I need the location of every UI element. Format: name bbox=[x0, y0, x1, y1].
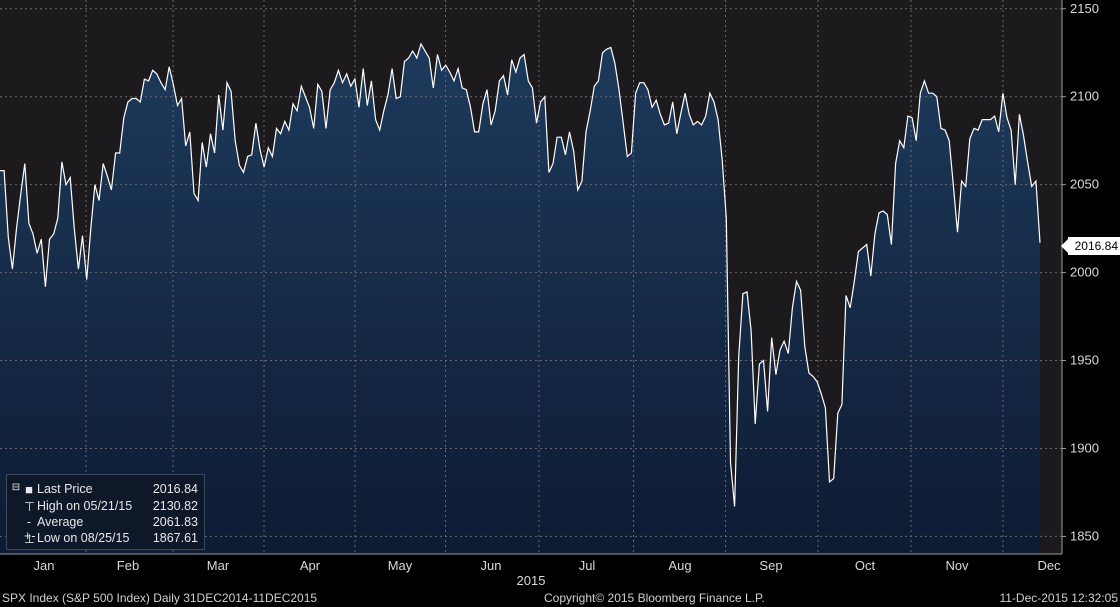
x-tick-label: Oct bbox=[855, 558, 876, 573]
x-tick-label: Jun bbox=[481, 558, 502, 573]
footer-instrument-info: SPX Index (S&P 500 Index) Daily 31DEC201… bbox=[2, 591, 318, 605]
average-marker-icon: -+- bbox=[24, 515, 36, 543]
x-tick-label: Feb bbox=[117, 558, 139, 573]
collapse-icon[interactable]: ⊟ bbox=[11, 482, 21, 493]
x-tick-label: Apr bbox=[300, 558, 321, 573]
low-marker-icon: ⊥ bbox=[24, 532, 35, 546]
footer-timestamp: 11-Dec-2015 12:32:05 bbox=[999, 591, 1118, 605]
y-tick-label: 1900 bbox=[1070, 440, 1099, 455]
y-tick-label: 2050 bbox=[1070, 177, 1099, 192]
y-tick-label: 1850 bbox=[1070, 528, 1099, 543]
y-tick-label: 2150 bbox=[1070, 1, 1099, 16]
legend-value: 2061.83 bbox=[152, 515, 198, 529]
footer-bar: SPX Index (S&P 500 Index) Daily 31DEC201… bbox=[0, 589, 1120, 607]
y-tick-label: 2000 bbox=[1070, 265, 1099, 280]
legend-label: Low on 08/25/15 bbox=[37, 531, 130, 545]
legend-row-high: ⊤ High on 05/21/15 2130.82 bbox=[7, 499, 204, 515]
x-tick-label: Sep bbox=[759, 558, 782, 573]
footer-copyright: Copyright© 2015 Bloomberg Finance L.P. bbox=[544, 591, 765, 605]
x-tick-label: Aug bbox=[668, 558, 691, 573]
x-tick-label: Jul bbox=[579, 558, 596, 573]
high-marker-icon: ⊤ bbox=[24, 500, 35, 514]
x-tick-label: Nov bbox=[945, 558, 969, 573]
legend-value: 2130.82 bbox=[152, 499, 198, 513]
y-tick-label: 1950 bbox=[1070, 353, 1099, 368]
x-axis-year-label: 2015 bbox=[517, 573, 546, 588]
legend-label: Average bbox=[37, 515, 84, 529]
legend-row-last-price: ⊟ ■ Last Price 2016.84 bbox=[7, 482, 204, 498]
chart-legend[interactable]: ⊟ ■ Last Price 2016.84 ⊤ High on 05/21/1… bbox=[6, 474, 205, 550]
legend-value: 2016.84 bbox=[152, 482, 198, 496]
series-line bbox=[0, 42, 1041, 507]
x-tick-label: Mar bbox=[207, 558, 230, 573]
last-price-swatch-icon: ■ bbox=[25, 482, 33, 497]
series-area bbox=[0, 44, 1040, 554]
legend-value: 1867.61 bbox=[152, 531, 198, 545]
x-tick-label: May bbox=[388, 558, 413, 573]
legend-row-average: -+- Average 2061.83 bbox=[7, 515, 204, 543]
legend-label: High on 05/21/15 bbox=[37, 499, 133, 513]
y-tick-label: 2100 bbox=[1070, 89, 1099, 104]
last-price-tag: 2016.84 bbox=[1061, 237, 1120, 255]
legend-label: Last Price bbox=[37, 482, 93, 496]
legend-row-low: ⊥ Low on 08/25/15 1867.61 bbox=[7, 531, 204, 547]
x-tick-label: Dec bbox=[1037, 558, 1061, 573]
x-tick-label: Jan bbox=[34, 558, 55, 573]
